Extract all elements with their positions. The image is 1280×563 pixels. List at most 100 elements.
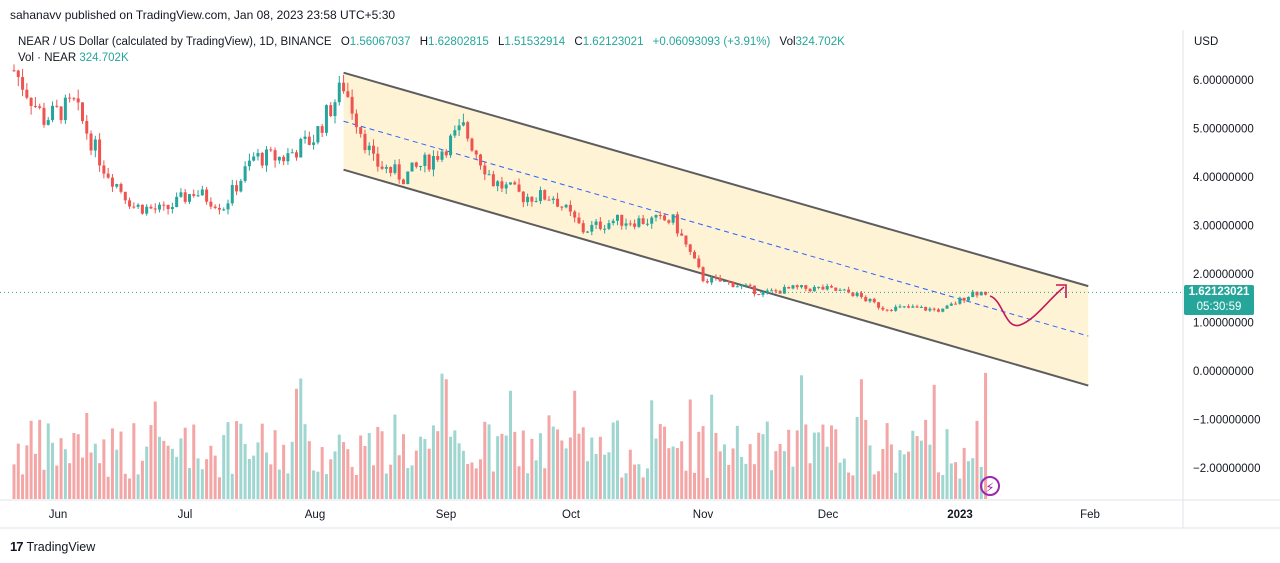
price-tick-label: 1.00000000	[1193, 318, 1254, 330]
currency-label[interactable]: USD	[1194, 36, 1219, 48]
volume-bar	[658, 424, 662, 499]
volume-bar	[55, 465, 59, 499]
candle-body	[55, 105, 59, 107]
candle-body	[444, 151, 448, 156]
candle-body	[119, 184, 123, 192]
volume-bar	[479, 459, 483, 499]
candle-body	[42, 107, 46, 125]
candle-body	[187, 194, 191, 202]
candle-body	[817, 286, 821, 288]
candle-body	[76, 98, 80, 103]
volume-bar	[102, 439, 106, 499]
candle-body	[324, 105, 328, 133]
candle-body	[380, 166, 384, 169]
volume-bar	[645, 468, 649, 499]
volume-bar	[269, 464, 273, 499]
price-tick-label: −1.00000000	[1193, 415, 1260, 427]
volume-bar	[915, 436, 919, 499]
volume-bar	[945, 429, 949, 499]
symbol-title[interactable]: NEAR / US Dollar (calculated by TradingV…	[18, 36, 332, 48]
open-label: O	[340, 36, 350, 48]
volume-bar	[307, 441, 311, 499]
volume-bar	[85, 412, 89, 499]
volume-bar	[179, 438, 183, 499]
candle-body	[29, 97, 33, 106]
volume-bar	[431, 425, 435, 499]
volume-bar	[761, 434, 765, 499]
volume-bar	[834, 429, 838, 499]
candle-body	[838, 289, 842, 291]
volume-bar	[787, 429, 791, 499]
candle-body	[294, 152, 298, 158]
bolt-icon[interactable]: ⚡	[980, 476, 1000, 496]
volume-bar	[346, 449, 350, 499]
candle-body	[534, 201, 538, 203]
volume-bar	[316, 471, 320, 499]
candle-body	[136, 204, 140, 207]
candle-body	[911, 306, 915, 308]
volume-bar	[804, 424, 808, 499]
candle-body	[500, 181, 504, 189]
candle-body	[556, 198, 560, 207]
volume-bar	[705, 477, 709, 499]
footer-brand[interactable]: 17 TradingView	[10, 539, 95, 554]
candle-body	[705, 281, 709, 283]
candle-body	[628, 223, 632, 225]
price-tick-label: −2.00000000	[1193, 463, 1260, 475]
volume-bar	[500, 433, 504, 499]
candle-body	[307, 136, 311, 145]
candle-body	[928, 308, 932, 311]
candle-body	[59, 106, 63, 121]
volume-bar	[63, 449, 67, 499]
volume-bar	[42, 469, 46, 499]
volume-bar	[183, 427, 187, 499]
time-tick-label: Oct	[562, 509, 581, 521]
volume-bar	[650, 400, 654, 499]
volume-bar	[342, 442, 346, 499]
volume-bar	[128, 478, 132, 499]
volume-bar	[568, 437, 572, 499]
candle-body	[239, 180, 243, 192]
candle-body	[949, 303, 953, 306]
candle-body	[277, 156, 281, 161]
candle-body	[744, 284, 748, 286]
volume-bar	[508, 390, 512, 499]
volume-bar	[829, 425, 833, 499]
candle-body	[543, 190, 547, 200]
volume-bar	[752, 464, 756, 499]
candle-body	[179, 192, 183, 197]
candle-body	[440, 151, 444, 160]
volume-bar	[654, 438, 658, 499]
projection-arrow-head	[1056, 284, 1067, 298]
candle-body	[235, 185, 239, 192]
volume-bar	[93, 443, 97, 499]
volume-bar	[72, 433, 76, 499]
volume-bar	[474, 468, 478, 499]
volume-bar	[461, 450, 465, 499]
time-tick-label: Sep	[436, 509, 456, 521]
candle-body	[513, 182, 517, 185]
volume-bar	[333, 451, 337, 499]
candle-body	[329, 105, 333, 117]
volume-bar	[239, 423, 243, 499]
volume-bar	[132, 423, 136, 499]
candle-body	[804, 285, 808, 289]
candle-body	[350, 96, 354, 114]
candle-body	[38, 106, 42, 108]
candle-body	[521, 191, 525, 203]
candle-body	[504, 184, 508, 189]
volume-series-label[interactable]: Vol · NEAR	[18, 52, 77, 64]
candle-body	[680, 233, 684, 236]
candle-body	[859, 293, 863, 297]
volume-bar	[894, 472, 898, 499]
candle-body	[800, 285, 804, 288]
volume-bar	[907, 451, 911, 499]
candle-body	[461, 122, 465, 126]
volume-bar	[119, 431, 123, 499]
volume-bar	[885, 423, 889, 499]
price-tick-label: 6.00000000	[1193, 75, 1254, 87]
candle-body	[590, 224, 594, 232]
candle-body	[881, 307, 885, 310]
candle-body	[183, 192, 187, 202]
